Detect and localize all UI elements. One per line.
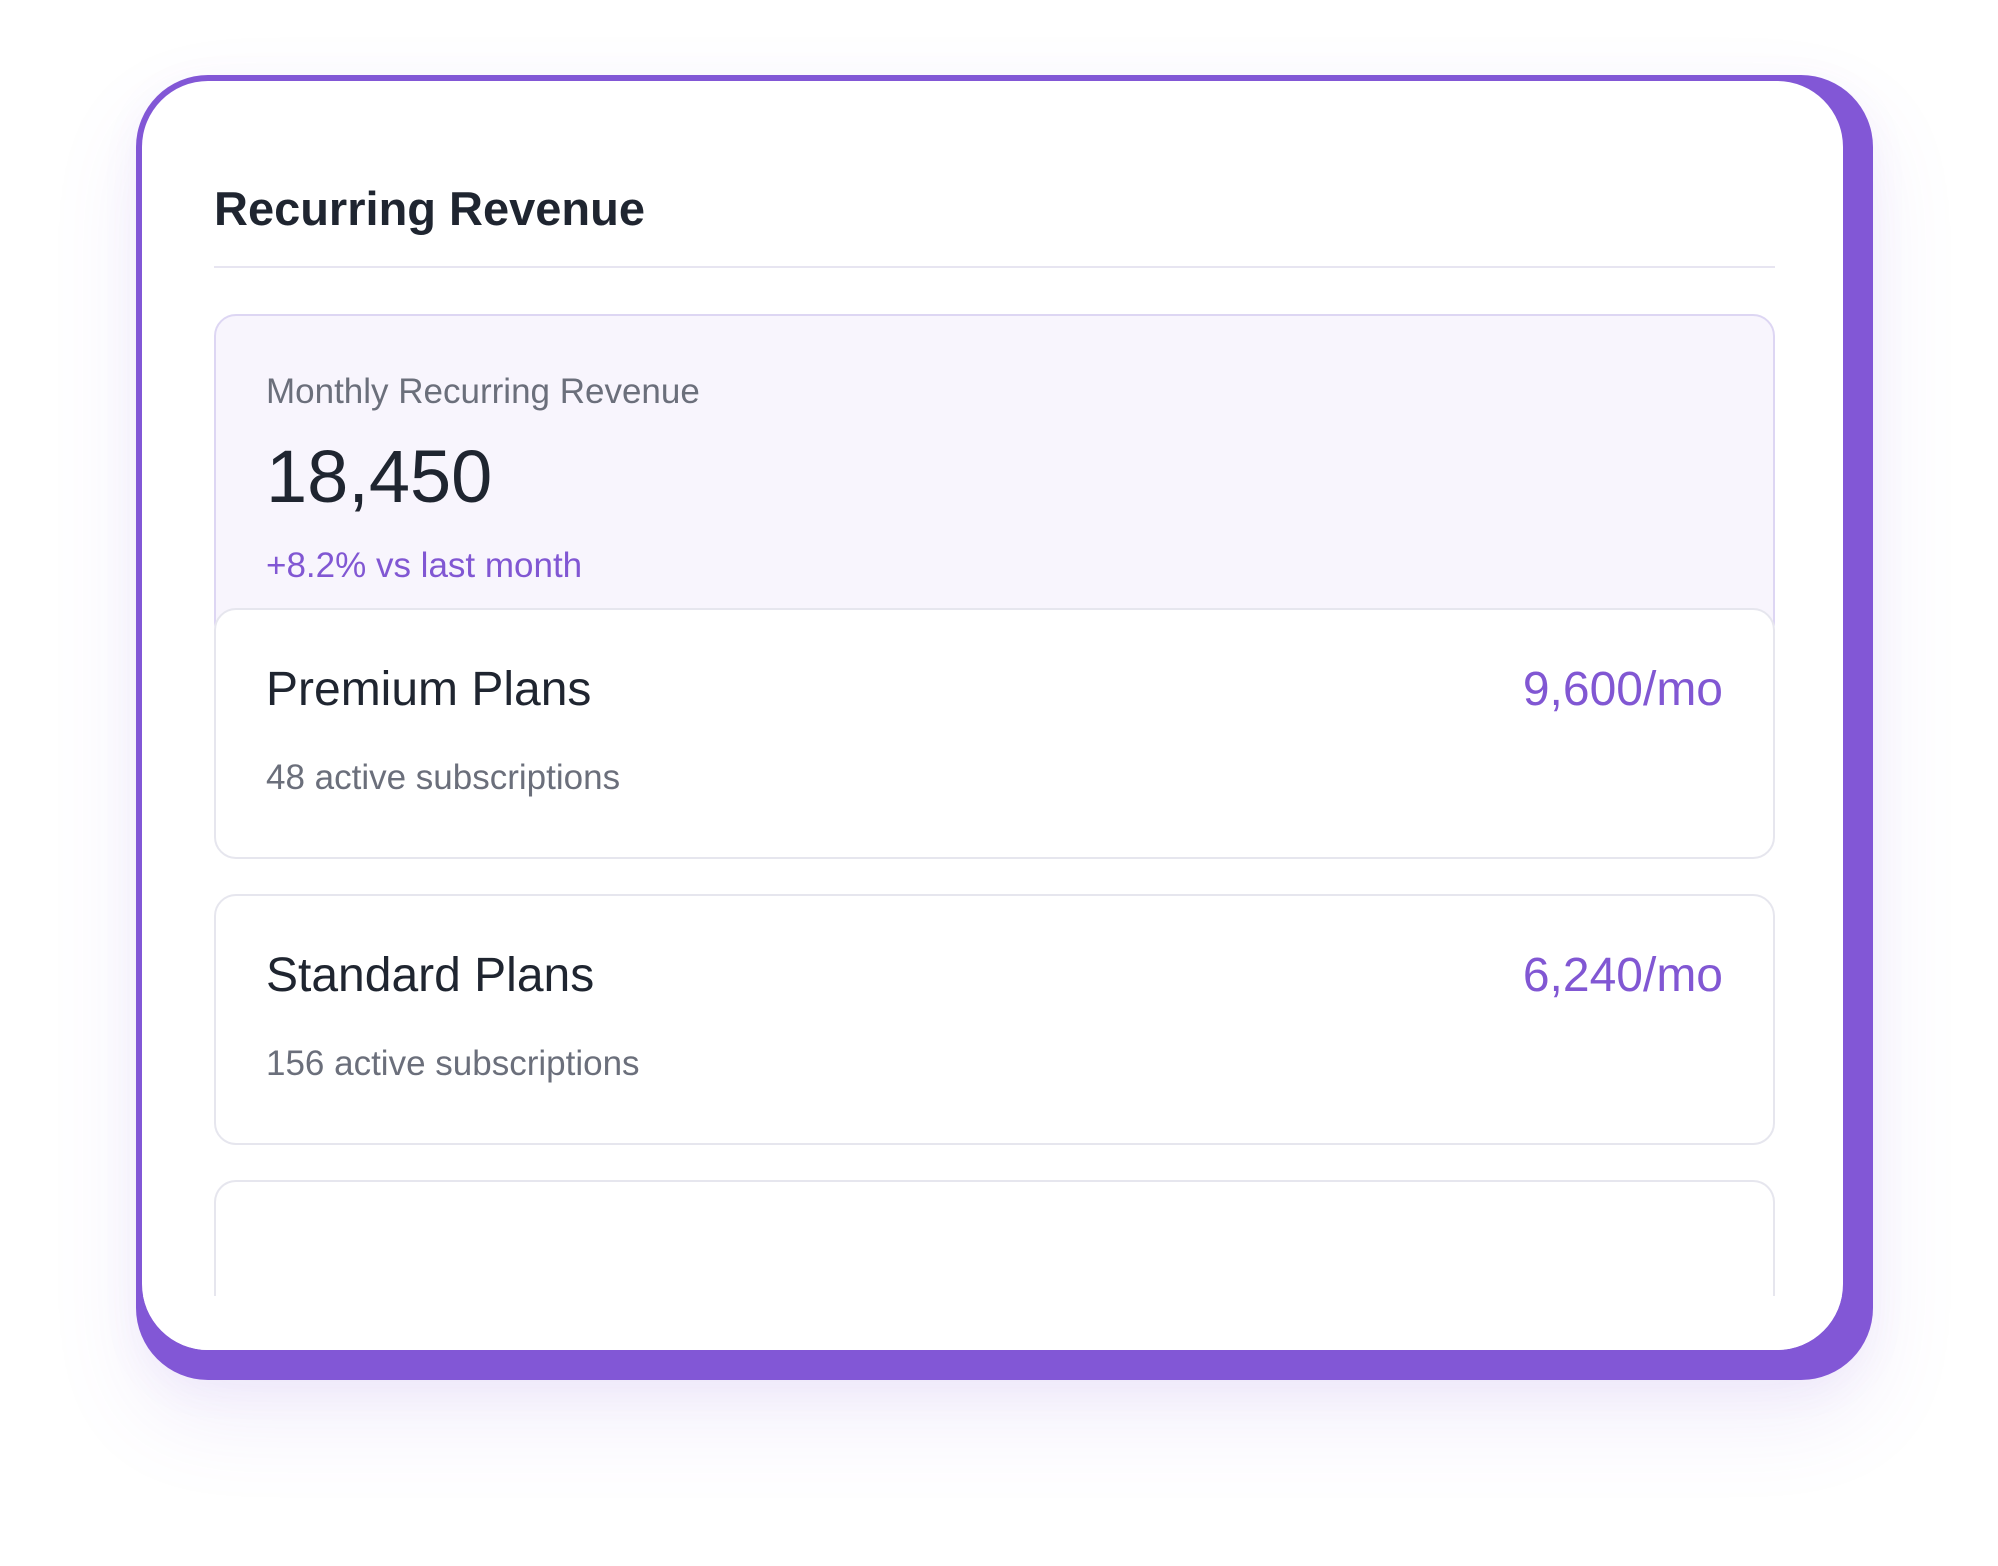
plan-subscriptions: 48 active subscriptions [266, 758, 621, 797]
mrr-label: Monthly Recurring Revenue [266, 372, 700, 411]
plan-subscriptions: 156 active subscriptions [266, 1044, 640, 1083]
title-divider [214, 266, 1775, 268]
widget-title: Recurring Revenue [214, 182, 645, 235]
scroll-clip [142, 1296, 1843, 1350]
widget-card: Recurring Revenue Monthly Recurring Reve… [142, 81, 1843, 1350]
plan-card-premium[interactable]: Premium Plans 9,600/mo 48 active subscri… [214, 608, 1775, 859]
plan-card-standard[interactable]: Standard Plans 6,240/mo 156 active subsc… [214, 894, 1775, 1145]
mrr-summary-card: Monthly Recurring Revenue 18,450 +8.2% v… [214, 314, 1775, 644]
mrr-value: 18,450 [266, 435, 493, 518]
plan-amount: 9,600/mo [1522, 663, 1723, 716]
recurring-revenue-widget: Recurring Revenue Monthly Recurring Reve… [136, 75, 1873, 1380]
plan-name: Standard Plans [266, 949, 595, 1002]
plan-amount: 6,240/mo [1522, 949, 1723, 1002]
plan-name: Premium Plans [266, 663, 592, 716]
mrr-change: +8.2% vs last month [266, 546, 583, 585]
